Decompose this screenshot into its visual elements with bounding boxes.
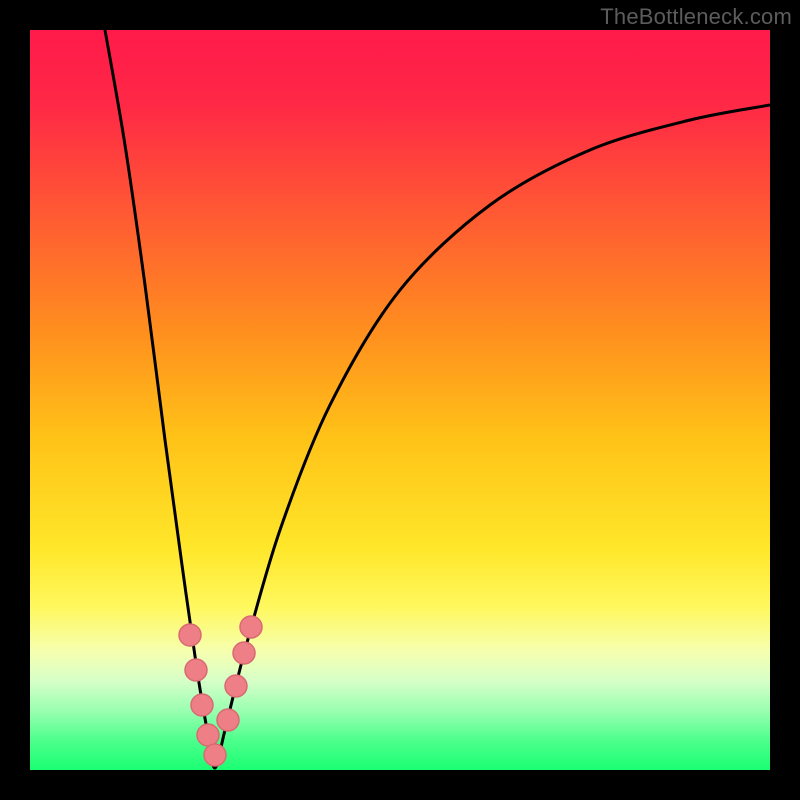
chart-canvas: TheBottleneck.com [0, 0, 800, 800]
chart-plot-area [30, 30, 770, 770]
chart-svg [0, 0, 800, 800]
curve-marker [240, 616, 262, 638]
curve-marker [179, 624, 201, 646]
curve-marker [204, 744, 226, 766]
curve-marker [233, 642, 255, 664]
watermark-text: TheBottleneck.com [600, 4, 792, 30]
curve-marker [225, 675, 247, 697]
curve-marker [191, 694, 213, 716]
curve-marker [185, 659, 207, 681]
curve-marker [217, 709, 239, 731]
curve-marker [197, 724, 219, 746]
